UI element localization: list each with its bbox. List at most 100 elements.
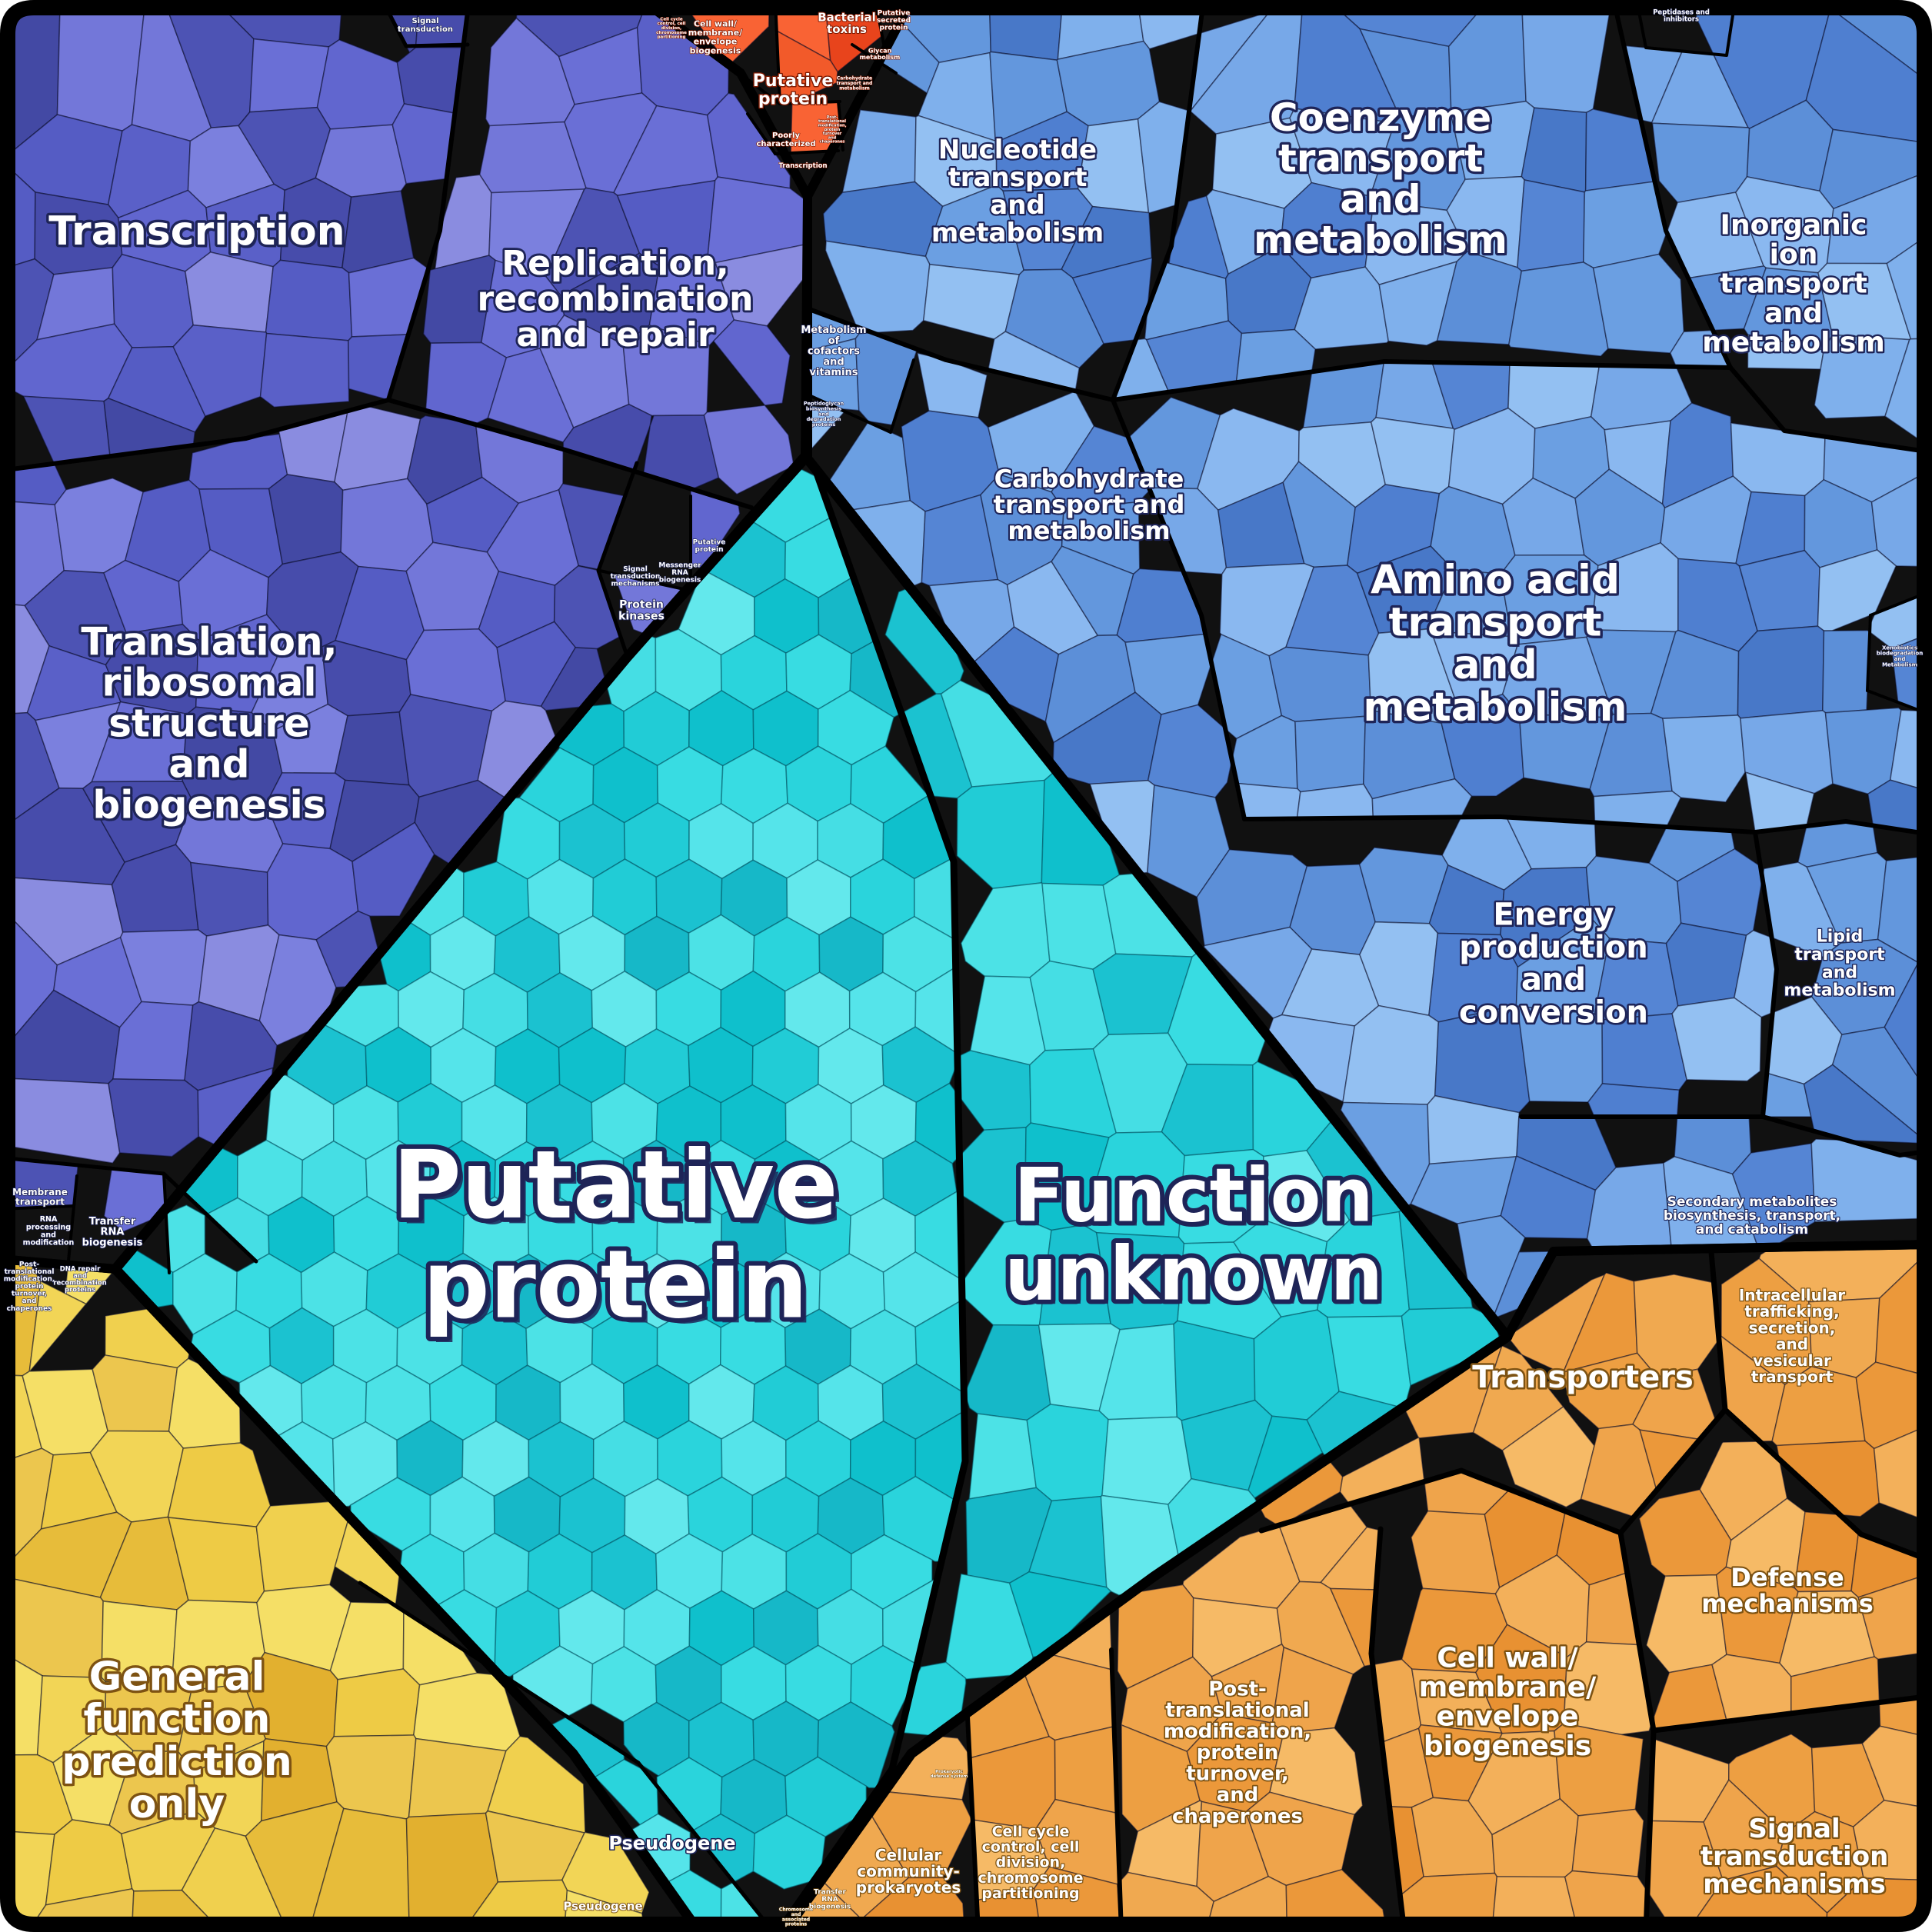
voronoi-cell-cyanhex: [752, 1814, 826, 1890]
voronoi-cell-blue: [1737, 625, 1825, 719]
region-border: [1111, 359, 1733, 402]
voronoi-cell-yellow: [92, 1354, 178, 1432]
label-shadow-nucleotide-title: Nucleotide transport and metabolism: [933, 136, 1105, 250]
region-border: [162, 1172, 171, 1274]
voronoi-cell-orange: [1563, 1641, 1653, 1736]
label-shadow-function-unknown-title: Function unknown: [1009, 1157, 1387, 1321]
voronoi-cell-purple: [396, 46, 465, 115]
label-putative-protein-upper: Putative protein: [693, 538, 726, 554]
voronoi-cell-blue: [1651, 122, 1750, 204]
voronoi-cell-cyanfn: [1101, 1416, 1192, 1505]
voronoi-cell-blue: [1822, 629, 1870, 714]
label-shadow-transporters-title: Transporters: [1474, 1361, 1696, 1397]
voronoi-cell-blue: [1587, 1083, 1681, 1118]
voronoi-cell-purple: [268, 474, 344, 565]
voronoi-cell-blue: [1592, 253, 1685, 354]
label-cell-wall-red: Cell wall/membrane/envelope biogenesis: [688, 18, 743, 55]
label-pseudogene-main: Pseudogene: [608, 1832, 735, 1854]
voronoi-cell-purple: [190, 861, 269, 937]
voronoi-cell-orange: [1699, 1441, 1788, 1541]
region-border: [1635, 0, 1737, 57]
label-transcription-red: Transcription: [779, 162, 828, 170]
label-secondary-title: Secondary metabolites biosynthesis, trans…: [1664, 1194, 1840, 1237]
label-energy-title: Energy production and conversion: [1459, 897, 1648, 1030]
label-function-unknown-title: Function unknown: [1004, 1153, 1383, 1317]
label-shadow-cell-wall-orange: Cell wall/membrane/envelope biogenesis: [1421, 1644, 1598, 1764]
region-border: [837, 100, 844, 152]
voronoi-cell-blue: [1665, 922, 1747, 1007]
region-border: [1611, 0, 1733, 370]
region-border: [807, 307, 1115, 402]
region-border: [778, 100, 841, 105]
label-shadow-translation-title: Translation, ribosomal structure and biogene…: [83, 622, 339, 830]
label-carbohydrate-title: Carbohydrate transport and metabolism: [994, 464, 1185, 545]
region-border: [1258, 1407, 1728, 1536]
region-border: [0, 398, 391, 473]
voronoi-cell-purple: [703, 405, 795, 495]
label-peptidoglycan: Peptidoglycan biosynthesis and degradation p…: [804, 400, 844, 428]
voronoi-cell-blue: [1268, 646, 1372, 723]
label-nucleotide-title: Nucleotide transport and metabolism: [931, 135, 1104, 248]
label-lipid-title: Lipid transport and metabolism: [1784, 928, 1895, 1001]
label-shadow-signal-transduction-orange: Signal transduction mechanisms: [1702, 1815, 1890, 1901]
region-border: [386, 0, 471, 402]
voronoi-cell-blue: [1294, 715, 1367, 793]
region-border: [1708, 1249, 1728, 1413]
voronoi-cell-blue: [1508, 261, 1609, 357]
label-transporters-title: Transporters: [1472, 1360, 1694, 1395]
region-border: [851, 43, 898, 75]
region-border: [1728, 365, 1932, 455]
label-transfer-rna-orange: Transfer RNA biogenesis: [809, 1889, 851, 1911]
label-pseudogene-small: Pseudogene: [563, 1899, 642, 1913]
voronoi-cell-purple: [259, 332, 350, 408]
label-carbohydrate-red: Carbohydrate transport and metabolism: [837, 76, 873, 92]
voronoi-cell-blue: [1662, 715, 1746, 803]
label-shadow-general-function-title: General function prediction only: [64, 1657, 294, 1830]
voronoi-cell-purple: [185, 251, 275, 333]
voronoi-cell-cyanfn: [1008, 1571, 1112, 1658]
region-border: [808, 394, 892, 434]
region-border: [66, 1174, 78, 1270]
voronoi-cell-yellow: [487, 1735, 586, 1834]
label-post-translational-left: Post-translational modification, protein tu…: [4, 1261, 55, 1313]
label-shadow-transcription-title: Transcription: [51, 211, 347, 257]
label-putative-secreted-protein: Putative secreted protein: [877, 10, 911, 32]
label-glycan-metabolism: Glycan metabolism: [860, 48, 901, 61]
label-post-translational-red: Post-translational modification, protein tu…: [818, 115, 847, 145]
region-border: [1866, 614, 1872, 692]
voronoi-cell-purple: [265, 259, 353, 341]
label-transcription-title: Transcription: [48, 208, 345, 255]
region-border: [774, 149, 840, 155]
voronoi-cell-purple: [334, 711, 410, 786]
voronoi-cell-blue: [1236, 782, 1301, 820]
label-shadow-amino-title: Amino acid transport and metabolism: [1366, 560, 1630, 733]
label-general-function-title: General function prediction only: [62, 1654, 291, 1827]
region-border: [889, 358, 915, 434]
label-cell-wall-orange: Cell wall/membrane/envelope biogenesis: [1419, 1642, 1597, 1761]
region-border: [1111, 0, 1206, 402]
region-border: [965, 1714, 981, 1932]
region-border: [1722, 1407, 1932, 1564]
voronoi-cell-purple: [248, 38, 330, 113]
region-border: [1368, 1526, 1407, 1932]
label-shadow-post-translational-orange: Post-translational modification, protein tu…: [1164, 1679, 1312, 1829]
label-shadow-replication-title: Replication, recombination and repair: [479, 245, 755, 356]
voronoi-cell-purple: [4, 1078, 121, 1164]
label-intracellular-title: Intracellular trafficking, secretion, and ve…: [1739, 1286, 1845, 1386]
label-bacterial-toxins: Bacterial toxins: [818, 10, 876, 36]
label-dna-repair: DNA repair and recombination proteins: [53, 1265, 106, 1294]
label-defense-title: Defense mechanisms: [1701, 1563, 1874, 1618]
label-translation-title: Translation, ribosomal structure and biogene…: [81, 620, 337, 828]
voronoi-cell-cyanfn: [1401, 1307, 1501, 1387]
voronoi-cell-purple: [108, 1078, 200, 1158]
label-shadow-energy-title: Energy production and conversion: [1461, 899, 1650, 1032]
voronoi-cell-blue: [1521, 107, 1587, 193]
voronoi-cell-blue: [1817, 549, 1897, 632]
label-shadow-pseudogene-main: Pseudogene: [610, 1834, 737, 1855]
region-border: [1753, 819, 1932, 837]
label-putative-protein-red: Putative protein: [753, 72, 833, 108]
